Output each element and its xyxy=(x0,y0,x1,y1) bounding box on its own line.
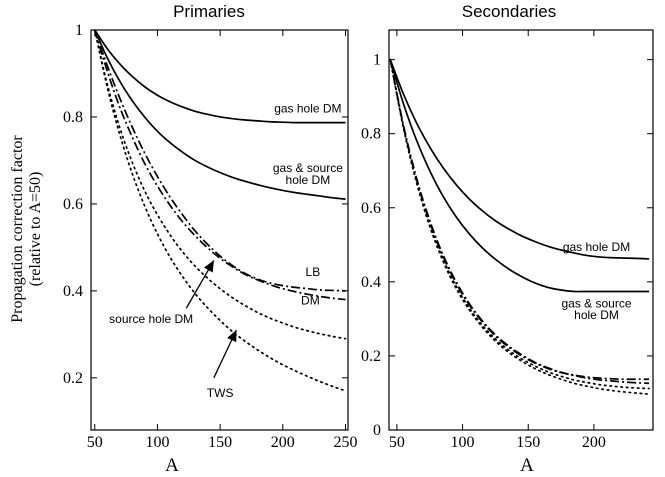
curves xyxy=(93,30,347,392)
series-line-dotted-4 xyxy=(93,30,347,340)
y-tick-label: 0.4 xyxy=(361,274,381,291)
annotation-label: gas hole DM xyxy=(563,240,630,254)
annotation-label: TWS xyxy=(207,386,234,400)
y-tick-label: 0.4 xyxy=(63,283,83,300)
annotation-arrowhead xyxy=(227,330,237,343)
primaries-xlabel: A xyxy=(165,455,179,476)
annotation-label: gas & source xyxy=(273,161,343,175)
secondaries-title: Secondaries xyxy=(462,2,557,21)
annotation-label: gas hole DM xyxy=(274,101,341,115)
series-line-solid-0 xyxy=(94,30,346,124)
plot-frame xyxy=(90,29,349,431)
x-tick-label: 50 xyxy=(389,434,405,451)
x-tick-label: 200 xyxy=(582,434,606,451)
series-line-solid-1 xyxy=(93,30,346,200)
curves xyxy=(389,58,650,395)
x-tick-label: 250 xyxy=(333,434,357,451)
primaries-ylabel: Propagation correction factor xyxy=(9,135,26,323)
series-line-solid-0 xyxy=(389,59,650,260)
y-tick-label: 0.8 xyxy=(63,109,83,126)
primaries-title: Primaries xyxy=(173,2,245,21)
series-line-dotted-5 xyxy=(389,58,650,395)
series-line-dotted-4 xyxy=(389,58,650,390)
series-line-dashdot-3 xyxy=(93,30,346,292)
x-tick-label: 100 xyxy=(451,434,475,451)
annotation-label: hole DM xyxy=(286,173,331,187)
y-tick-label: 0.6 xyxy=(63,196,83,213)
y-tick-label: 0.2 xyxy=(63,370,83,387)
secondaries-xlabel: A xyxy=(520,455,534,476)
x-tick-label: 50 xyxy=(87,434,103,451)
y-tick-label: 0.2 xyxy=(361,348,381,365)
series-line-solid-1 xyxy=(389,59,650,293)
primaries-ylabel-2: (relative to A=50) xyxy=(27,172,44,287)
secondaries-panel: 50 100 150 200 0 0.2 0.4 0.6 0.8 1 gas hole DM gas … xyxy=(361,29,654,451)
y-tick-label: 0.6 xyxy=(361,200,381,217)
y-tick-label: 0.8 xyxy=(361,126,381,143)
plot-frame xyxy=(388,29,654,431)
x-tick-label: 150 xyxy=(516,434,540,451)
x-tick-label: 200 xyxy=(271,434,295,451)
x-tick-label: 150 xyxy=(208,434,232,451)
series-line-dashdot-2 xyxy=(93,30,346,301)
y-tick-label: 1 xyxy=(75,22,83,39)
series-line-dotted-5 xyxy=(93,30,347,392)
annotation-label: DM xyxy=(301,293,320,307)
annotation-label: LB xyxy=(306,265,321,279)
y-tick-label: 0 xyxy=(373,422,381,439)
annotation-label: gas & source xyxy=(561,297,631,311)
y-tick-label: 1 xyxy=(373,52,381,69)
annotation-arrowhead xyxy=(204,260,214,273)
primaries-panel: 50 100 150 200 250 0.2 0.4 0.6 0.8 1 gas hole DM ga… xyxy=(63,22,357,451)
annotation-label: source hole DM xyxy=(109,312,193,326)
x-tick-label: 100 xyxy=(145,434,169,451)
series-line-dashdot-3 xyxy=(389,59,650,381)
annotation-label: hole DM xyxy=(574,308,619,322)
